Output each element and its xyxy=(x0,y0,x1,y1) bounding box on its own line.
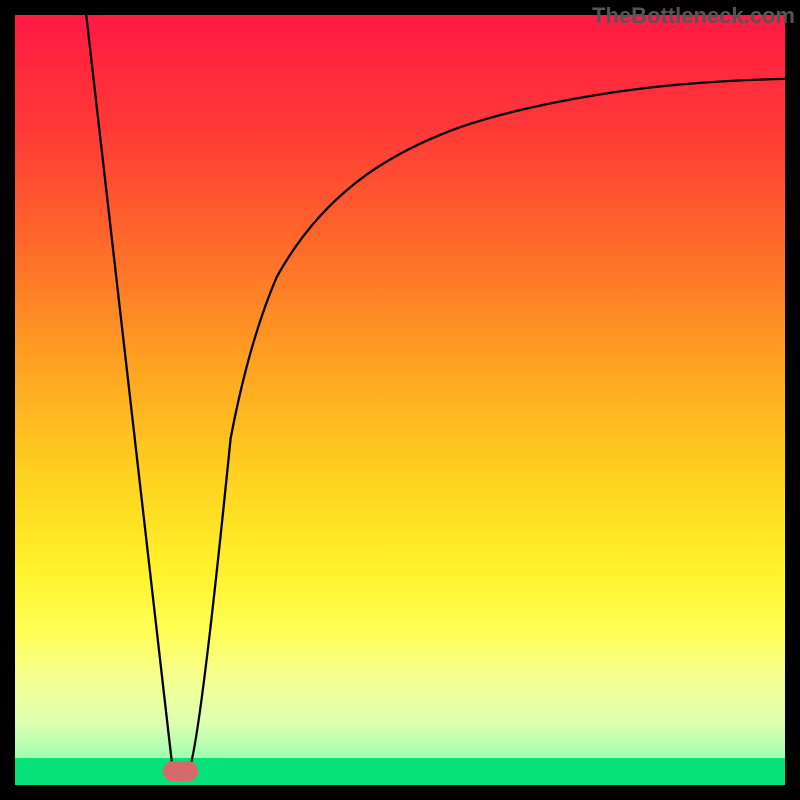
bottleneck-curve xyxy=(86,15,785,771)
curve-layer xyxy=(0,0,800,800)
min-marker xyxy=(163,761,198,781)
watermark-text: TheBottleneck.com xyxy=(592,3,795,29)
chart-stage: TheBottleneck.com xyxy=(0,0,800,800)
